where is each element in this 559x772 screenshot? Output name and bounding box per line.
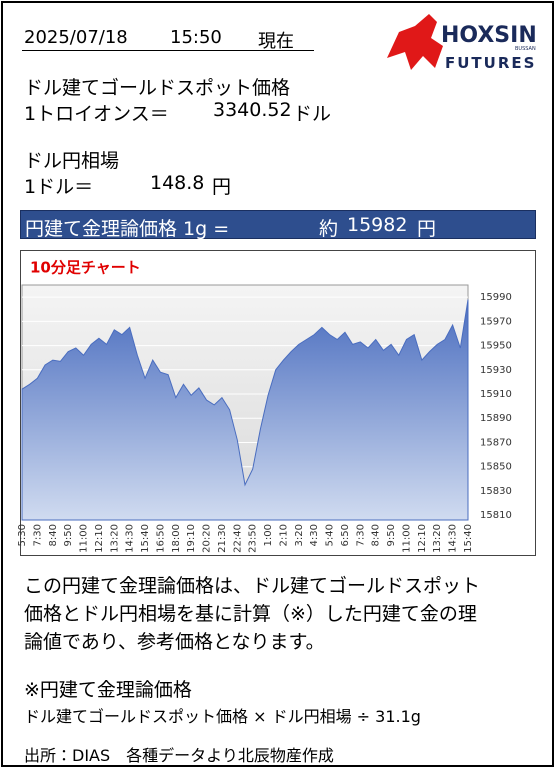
- x-tick-label: 15:40: [140, 524, 151, 553]
- x-tick-label: 11:00: [401, 524, 412, 553]
- y-tick-label: 15830: [480, 486, 512, 497]
- fx-label: ドル円相場: [24, 150, 120, 172]
- x-tick-label: 13:20: [109, 524, 120, 553]
- x-tick-label: 7:30: [32, 524, 43, 546]
- y-tick-label: 15910: [480, 389, 512, 400]
- fx-rate: 148.8: [150, 172, 205, 194]
- x-tick-label: 20:20: [202, 524, 213, 553]
- note-title: ※円建て金理論価格: [24, 679, 192, 701]
- x-tick-label: 18:00: [171, 524, 182, 553]
- x-tick-label: 21:30: [217, 524, 228, 553]
- y-tick-label: 15990: [480, 292, 512, 303]
- description-line: 価格とドル円相場を基に計算（※）した円建て金の理: [24, 603, 477, 625]
- banner-approx: 約: [319, 218, 339, 240]
- source: 出所：DIAS 各種データより北辰物産作成: [24, 746, 334, 765]
- x-tick-label: 16:50: [155, 524, 166, 553]
- chart-title: 10分足チャート: [30, 259, 141, 277]
- x-tick-label: 14:30: [125, 524, 136, 553]
- description-line: この円建て金理論価格は、ドル建てゴールドスポット: [24, 575, 481, 597]
- y-tick-label: 15950: [480, 341, 512, 352]
- area: [21, 299, 469, 521]
- x-tick-label: 1:00: [263, 524, 274, 546]
- banner: 円建て金理論価格 1g = 約 15982 円: [20, 210, 536, 240]
- chart-box: [20, 250, 536, 556]
- time: 15:50: [170, 27, 222, 48]
- gold-unit: 1トロイオンス＝: [24, 103, 169, 125]
- banner-price: 15982: [347, 214, 408, 236]
- gold-currency: ドル: [293, 103, 332, 125]
- now: 現在: [258, 31, 294, 52]
- x-tick-label: 8:40: [371, 524, 382, 546]
- x-tick-label: 15:40: [463, 524, 474, 553]
- x-tick-label: 14:30: [448, 524, 459, 553]
- x-tick-label: 3:20: [294, 524, 305, 546]
- banner-currency: 円: [417, 218, 437, 240]
- y-tick-label: 15870: [480, 437, 512, 448]
- x-tick-label: 12:10: [94, 524, 105, 553]
- chart: 10分足チャート 15810 15830 15850 15870 15890 15910 1…: [17, 259, 512, 553]
- x-tick-label: 9:50: [63, 524, 74, 546]
- x-tick-label: 9:50: [386, 524, 397, 546]
- gold-label: ドル建てゴールドスポット価格: [24, 77, 291, 99]
- x-tick-label: 6:50: [340, 524, 351, 546]
- y-tick-label: 15890: [480, 413, 512, 424]
- x-tick-label: 22:40: [232, 524, 243, 553]
- x-tick-label: 5:40: [325, 524, 336, 546]
- x-tick-label: 13:20: [432, 524, 443, 553]
- logo-name: HOXSIN: [441, 23, 537, 48]
- x-tick-label: 4:30: [309, 524, 320, 546]
- x-tick-label: 5:30: [17, 524, 28, 546]
- x-tick-label: 2:10: [278, 524, 289, 546]
- x-tick-label: 8:40: [48, 524, 59, 546]
- logo: HOXSIN BUSSAN FUTURES: [387, 14, 537, 72]
- y-tick-label: 15930: [480, 365, 512, 376]
- gold-price: 3340.52: [213, 99, 292, 121]
- x-tick-label: 12:10: [417, 524, 428, 553]
- banner-label: 円建て金理論価格 1g =: [25, 218, 230, 240]
- y-tick-label: 15970: [480, 316, 512, 327]
- logo-sub: BUSSAN: [515, 46, 536, 52]
- logo-mark: [387, 14, 443, 70]
- x-tick-label: 23:50: [248, 524, 259, 553]
- x-tick-label: 19:10: [186, 524, 197, 553]
- y-tick-label: 15850: [480, 462, 512, 473]
- fx-unit: 1ドル＝: [24, 176, 94, 198]
- note-formula: ドル建てゴールドスポット価格 × ドル円相場 ÷ 31.1g: [24, 707, 421, 726]
- description-line: 論値であり、参考価格となります。: [24, 631, 325, 653]
- x-tick-label: 11:00: [79, 524, 90, 553]
- underline: [22, 50, 314, 51]
- logo-futures: FUTURES: [445, 54, 536, 72]
- y-tick-label: 15810: [480, 510, 512, 521]
- x-tick-label: 7:30: [355, 524, 366, 546]
- fx-currency: 円: [212, 176, 232, 198]
- date: 2025/07/18: [24, 27, 128, 48]
